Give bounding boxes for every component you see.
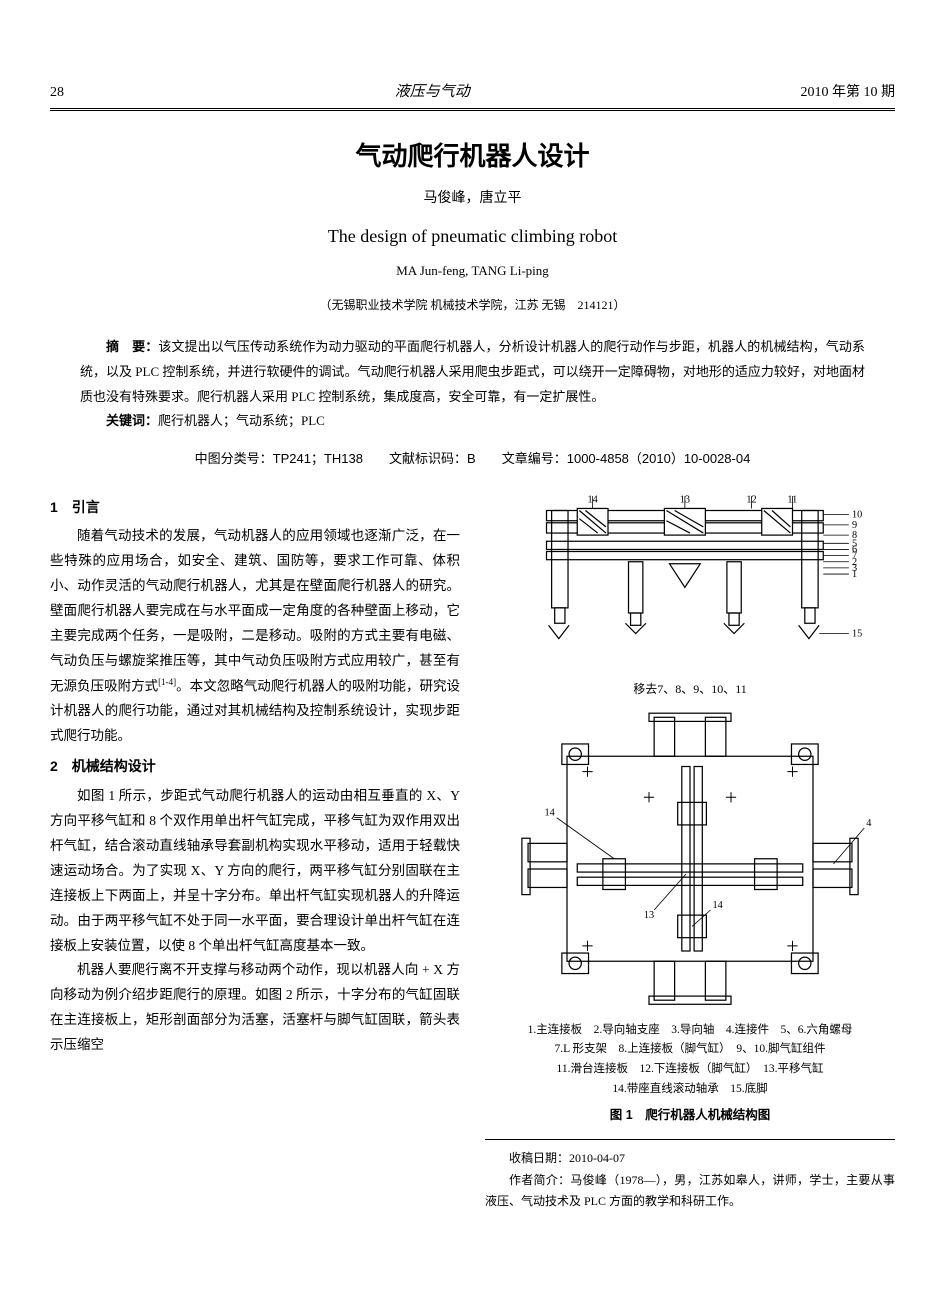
abstract-label: 摘 要： [106,339,158,354]
author-bio-line: 作者简介：马俊峰（1978—），男，江苏如皋人，讲师，学士，主要从事液压、气动技… [485,1170,895,1213]
doc-value: B [467,451,476,466]
callout-1: 1 [852,569,857,580]
author-bio-label: 作者简介： [509,1173,570,1187]
section-2-para-1: 如图 1 所示，步距式气动爬行机器人的运动由相互垂直的 X、Y 方向平移气缸和 … [50,784,460,959]
callout-4: 4 [866,818,871,829]
doc-label: 文献标识码： [389,451,467,466]
received-date: 2010-04-07 [569,1151,625,1165]
title-english: The design of pneumatic climbing robot [50,222,895,251]
right-column: 14 13 12 11 10 9 8 5 6 7 2 3 1 15 移去 [485,490,895,1213]
callout-12: 12 [746,494,756,505]
callout-14b: 14 [544,808,554,819]
callout-13b: 13 [644,911,654,922]
callout-14c: 14 [713,900,723,911]
affiliation: （无锡职业技术学院 机械技术学院，江苏 无锡 214121） [50,296,895,315]
figure-1-top-svg: 14 13 12 11 10 9 8 5 6 7 2 3 1 15 [485,490,895,675]
callout-14a: 14 [588,494,598,505]
citation-1-4: [1-4] [158,677,176,687]
classification-line: 中图分类号：TP241；TH138 文献标识码：B 文章编号：1000-4858… [50,449,895,470]
figure-1-midlabel: 移去7、8、9、10、11 [485,680,895,699]
issue-info: 2010 年第 10 期 [800,82,895,104]
keywords-label: 关键词： [106,413,158,428]
title-chinese: 气动爬行机器人设计 [50,136,895,178]
clc-label: 中图分类号： [195,451,273,466]
callout-11: 11 [787,494,797,505]
section-2-heading: 2 机械结构设计 [50,755,460,777]
journal-name: 液压与气动 [395,80,470,104]
legend-line-2: 7.L 形支架 8.上连接板（脚气缸） 9、10.脚气缸组件 [485,1040,895,1060]
two-column-body: 1 引言 随着气动技术的发展，气动机器人的应用领域也逐渐广泛，在一些特殊的应用场… [50,490,895,1213]
keywords-text: 爬行机器人；气动系统；PLC [158,413,325,428]
section-2-para-2: 机器人要爬行离不开支撑与移动两个动作，现以机器人向 + X 方向移动为例介绍步距… [50,958,460,1058]
figure-1-bottom-svg: 14 13 14 4 [485,705,895,1013]
section-1-heading: 1 引言 [50,496,460,518]
article-value: 1000-4858（2010）10-0028-04 [567,451,751,466]
footer-divider [485,1139,895,1140]
figure-1-legend: 1.主连接板 2.导向轴支座 3.导向轴 4.连接件 5、6.六角螺母 7.L … [485,1021,895,1099]
figure-1-caption: 图 1 爬行机器人机械结构图 [485,1105,895,1125]
abstract-block: 摘 要：该文提出以气压传动系统作为动力驱动的平面爬行机器人，分析设计机器人的爬行… [80,335,865,434]
figure-1-container: 14 13 12 11 10 9 8 5 6 7 2 3 1 15 移去 [485,490,895,1125]
callout-15: 15 [852,628,862,639]
section-1-para-1: 随着气动技术的发展，气动机器人的应用领域也逐渐广泛，在一些特殊的应用场合，如安全… [50,524,460,749]
clc-value: TP241；TH138 [273,451,363,466]
page-header: 28 液压与气动 2010 年第 10 期 [50,80,895,111]
received-label: 收稿日期： [509,1151,569,1165]
s1-p1-text: 随着气动技术的发展，气动机器人的应用领域也逐渐广泛，在一些特殊的应用场合，如安全… [50,528,460,693]
callout-13a: 13 [680,494,690,505]
authors-english: MA Jun-feng, TANG Li-ping [50,261,895,282]
left-column: 1 引言 随着气动技术的发展，气动机器人的应用领域也逐渐广泛，在一些特殊的应用场… [50,490,460,1213]
abstract-text: 该文提出以气压传动系统作为动力驱动的平面爬行机器人，分析设计机器人的爬行动作与步… [80,339,865,403]
legend-line-1: 1.主连接板 2.导向轴支座 3.导向轴 4.连接件 5、6.六角螺母 [485,1021,895,1041]
authors-chinese: 马俊峰，唐立平 [50,188,895,210]
legend-line-4: 14.带座直线滚动轴承 15.底脚 [485,1080,895,1100]
page-number: 28 [50,82,64,104]
legend-line-3: 11.滑台连接板 12.下连接板（脚气缸） 13.平移气缸 [485,1060,895,1080]
received-date-line: 收稿日期：2010-04-07 [485,1148,895,1170]
article-label: 文章编号： [502,451,567,466]
